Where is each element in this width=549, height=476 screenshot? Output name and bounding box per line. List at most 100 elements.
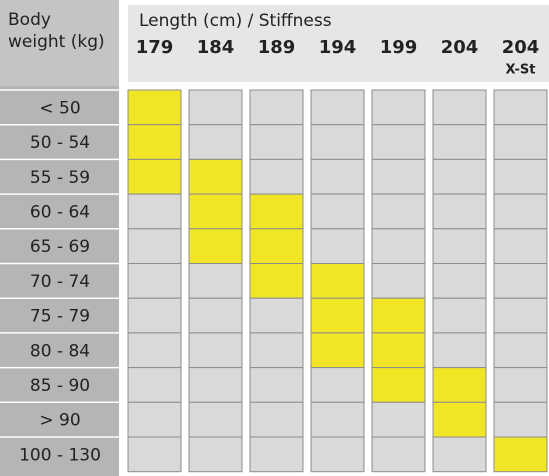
column-length: 194: [319, 37, 357, 58]
length-title: Length (cm) / Stiffness: [139, 11, 332, 31]
cell: [432, 89, 487, 126]
column-length: 199: [380, 37, 418, 58]
cell: [310, 436, 365, 473]
weight-label: 50 - 54: [30, 133, 90, 153]
cell: [249, 401, 304, 438]
cell: [127, 263, 182, 299]
cell: [249, 332, 304, 369]
cell: [127, 436, 182, 473]
weight-title: Body weight (kg): [8, 10, 105, 52]
cell: [371, 263, 426, 299]
weight-label: < 50: [39, 98, 80, 118]
cell: [249, 193, 304, 230]
cell: [310, 297, 365, 334]
cell: [493, 228, 548, 265]
cell: [310, 193, 365, 230]
cell: [127, 401, 182, 438]
cell: [188, 401, 243, 438]
weight-label: 60 - 64: [30, 202, 90, 222]
column-length: 204: [441, 37, 479, 58]
cell: [188, 158, 243, 195]
cell: [432, 401, 487, 438]
cell: [493, 332, 548, 369]
cell: [310, 158, 365, 195]
cell: [493, 89, 548, 126]
cell: [188, 332, 243, 369]
cell: [432, 158, 487, 195]
cell: [493, 367, 548, 403]
cell: [371, 367, 426, 403]
cell: [371, 89, 426, 126]
cell: [371, 436, 426, 473]
column-length: 204: [502, 37, 540, 58]
cell: [493, 124, 548, 160]
cell: [188, 263, 243, 299]
cell: [371, 193, 426, 230]
cell: [371, 228, 426, 265]
cell: [371, 332, 426, 369]
column-stiffness: X-St: [506, 63, 536, 78]
weight-header-bg: [0, 0, 119, 86]
cell: [310, 228, 365, 265]
weight-label: 75 - 79: [30, 307, 90, 327]
cell: [432, 124, 487, 160]
cell: [371, 297, 426, 334]
weight-label: 70 - 74: [30, 272, 90, 292]
cell: [127, 367, 182, 403]
cell: [310, 367, 365, 403]
cell: [188, 436, 243, 473]
cell: [310, 124, 365, 160]
cell: [188, 367, 243, 403]
cell: [188, 124, 243, 160]
cell: [249, 124, 304, 160]
cell: [432, 228, 487, 265]
cell: [371, 401, 426, 438]
length-header-bg: [128, 5, 549, 82]
cell: [432, 332, 487, 369]
weight-label: 85 - 90: [30, 376, 90, 396]
cell: [493, 436, 548, 473]
cell: [371, 124, 426, 160]
cell: [493, 263, 548, 299]
cell: [127, 193, 182, 230]
weight-label: 100 - 130: [19, 445, 101, 465]
weight-label: 80 - 84: [30, 341, 90, 361]
cell: [493, 158, 548, 195]
cell: [493, 193, 548, 230]
cell: [249, 297, 304, 334]
cell: [432, 436, 487, 473]
cell: [249, 263, 304, 299]
column-length: 184: [197, 37, 235, 58]
cell: [127, 297, 182, 334]
cell: [188, 297, 243, 334]
weight-label: 55 - 59: [30, 168, 90, 188]
cell: [188, 89, 243, 126]
cell: [188, 193, 243, 230]
weight-label: > 90: [39, 411, 80, 431]
cell: [249, 436, 304, 473]
cell: [432, 193, 487, 230]
cell: [371, 158, 426, 195]
cell: [432, 263, 487, 299]
cell: [432, 367, 487, 403]
cell: [127, 124, 182, 160]
cell: [127, 332, 182, 369]
cell: [249, 89, 304, 126]
column-length: 179: [136, 37, 174, 58]
weight-label: 65 - 69: [30, 237, 90, 257]
cell: [493, 401, 548, 438]
cell: [310, 332, 365, 369]
cell: [127, 228, 182, 265]
cell: [127, 89, 182, 126]
cell: [310, 89, 365, 126]
cell: [127, 158, 182, 195]
cell: [493, 297, 548, 334]
cell: [249, 367, 304, 403]
cell: [310, 263, 365, 299]
cell: [249, 228, 304, 265]
cell: [188, 228, 243, 265]
cell: [310, 401, 365, 438]
cell: [432, 297, 487, 334]
column-length: 189: [258, 37, 296, 58]
